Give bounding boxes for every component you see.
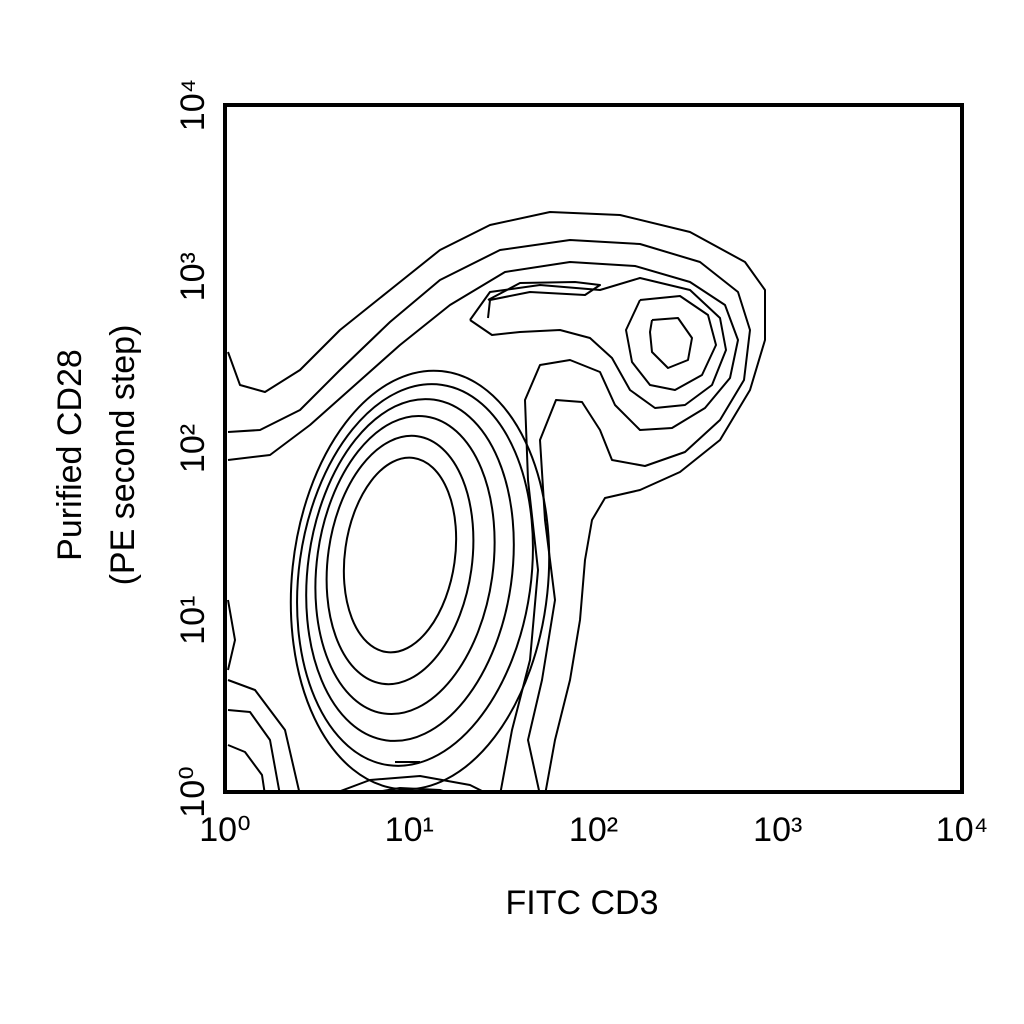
plot-frame [223,103,964,794]
y-tick: 10⁴ [174,79,212,131]
y-tick-label: 10³ [174,252,212,301]
y-tick: 10³ [174,252,212,301]
y-axis-label: (PE second step) [104,325,142,586]
y-tick-label: 10¹ [174,596,212,645]
y-tick: 10² [174,424,212,473]
x-tick-label: 10¹ [385,811,434,849]
y-tick: 10¹ [174,596,212,645]
y-tick: 10⁰ [174,766,212,817]
x-axis-label: FITC CD3 [506,884,659,922]
contour-lines [227,211,766,792]
y-tick-label: 10² [174,424,212,473]
x-tick-label: 10⁰ [199,811,250,849]
y-tick-label: 10⁰ [174,766,212,817]
x-tick-label: 10³ [753,811,802,849]
x-tick-label: 10² [569,811,618,849]
y-tick-label: 10⁴ [174,79,212,131]
x-tick-label: 10⁴ [936,811,988,849]
y-axis-label: Purified CD28 [51,349,89,561]
